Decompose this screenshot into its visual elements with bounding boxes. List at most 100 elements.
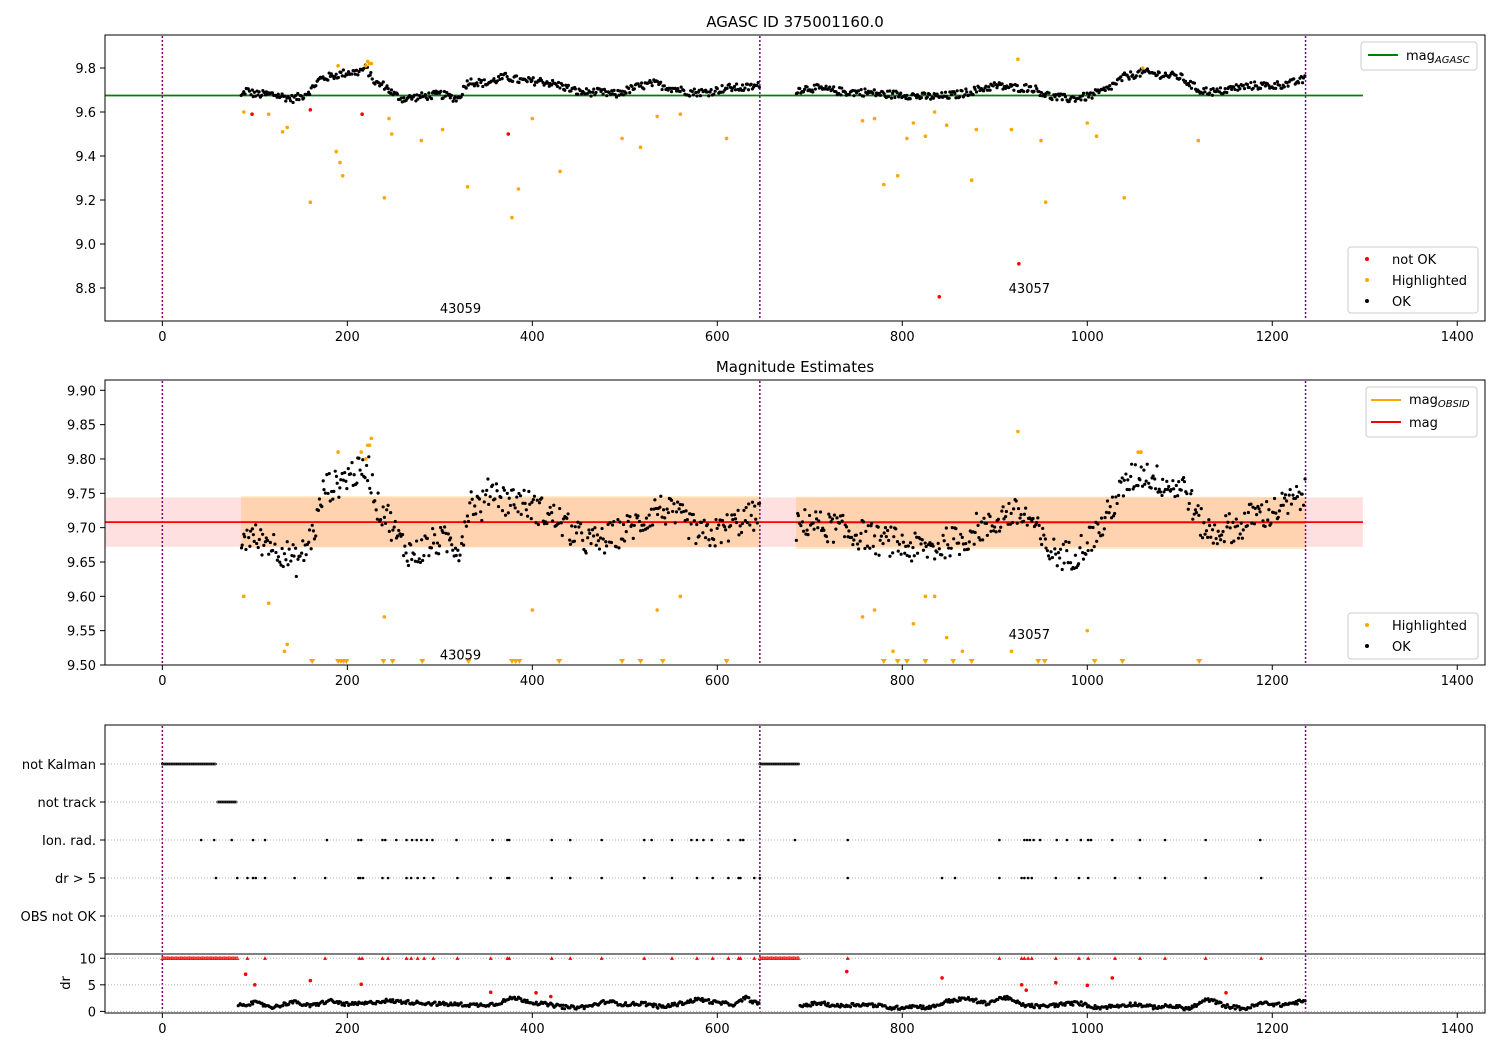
p2-ok-point xyxy=(566,512,570,516)
p2-ok-point xyxy=(1011,507,1016,511)
p2-ok-point xyxy=(672,502,676,506)
p1-ok-point xyxy=(492,77,496,81)
p1-ok-point xyxy=(1087,95,1091,99)
panel-1-axes xyxy=(104,34,1486,322)
p3-flag-point xyxy=(173,762,177,766)
p2-ok-point xyxy=(1081,557,1086,561)
p2-ok-point xyxy=(1204,529,1209,533)
p2-ok-point xyxy=(1109,516,1114,520)
legend-highlighted: Highlighted xyxy=(1392,274,1467,289)
p1-highlighted-point xyxy=(638,145,643,149)
p1-ok-point xyxy=(260,93,264,97)
p3-flag-point xyxy=(550,876,554,880)
p1-highlighted-point xyxy=(1140,66,1145,70)
p2-below-range-marker xyxy=(1119,659,1126,664)
p2-ok-point xyxy=(738,524,742,528)
p3-flag-point xyxy=(775,762,779,766)
p1-ok-point xyxy=(1258,86,1263,90)
p2-ok-point xyxy=(1092,545,1096,549)
p2-ytick-label: 9.90 xyxy=(67,384,96,399)
p3-flag-point xyxy=(224,800,228,804)
p2-ytick-label: 9.70 xyxy=(67,522,96,537)
p1-ok-point xyxy=(816,83,820,87)
p2-ok-point xyxy=(941,533,945,537)
p3-flag-point xyxy=(1025,838,1029,842)
p1-ok-point xyxy=(1174,73,1178,77)
p4-ok-point xyxy=(1003,997,1008,1001)
p2-ok-point xyxy=(574,531,579,535)
p3-flag-point xyxy=(190,762,194,766)
p3-flag-point xyxy=(489,876,492,880)
p3-flag-point xyxy=(737,876,740,880)
p1-highlighted-point xyxy=(1043,200,1048,204)
p1-ok-point xyxy=(442,89,447,94)
p3-flag-point xyxy=(1204,838,1207,842)
p2-ok-point xyxy=(744,505,748,510)
p2-ok-point xyxy=(264,536,268,540)
p1-ok-point xyxy=(1230,87,1234,91)
p1-ok-point xyxy=(940,91,944,95)
p3-flag-point xyxy=(293,876,296,880)
p2-ok-point xyxy=(691,512,695,517)
p2-ok-point xyxy=(807,513,812,518)
p3-flag-point xyxy=(182,762,186,766)
p2-ok-point xyxy=(417,557,421,561)
p2-ok-point xyxy=(515,495,519,499)
p2-ok-point xyxy=(1052,537,1056,541)
p2-ok-point xyxy=(908,541,913,545)
p1-ok-point xyxy=(1073,99,1077,103)
p2-ok-point xyxy=(1186,507,1190,511)
p2-ok-point xyxy=(842,535,847,539)
p2-below-range-marker xyxy=(880,659,887,664)
p1-ok-point xyxy=(931,96,936,100)
p2-ok-point xyxy=(279,563,283,567)
p1-ok-point xyxy=(830,87,834,92)
p1-ok-point xyxy=(399,96,403,100)
p1-ok-point xyxy=(882,92,886,96)
p1-ok-point xyxy=(412,93,416,97)
p3-flag-point xyxy=(163,762,167,766)
p1-ok-point xyxy=(840,86,844,90)
p3-flag-point xyxy=(202,762,206,766)
p2-ok-point xyxy=(403,544,407,548)
p1-ok-point xyxy=(389,91,393,95)
p1-ok-point xyxy=(1297,81,1301,85)
p3-flag-point xyxy=(176,762,180,766)
p4-ok-point xyxy=(1092,1006,1096,1011)
p4-ok-point xyxy=(374,1002,378,1006)
p1-ok-point xyxy=(1103,88,1107,93)
p2-ok-point xyxy=(859,531,863,535)
p2-ok-point xyxy=(755,521,759,525)
p1-ok-point xyxy=(928,92,932,96)
p3-flag-point xyxy=(1163,838,1167,842)
p3-flag-point xyxy=(777,762,781,766)
p2-ok-point xyxy=(344,479,348,483)
p4-ok-point xyxy=(1224,1005,1228,1010)
p2-ok-point xyxy=(261,532,265,536)
p2-ok-point xyxy=(453,546,458,550)
p2-ok-point xyxy=(239,546,244,550)
p2-ok-point xyxy=(1243,511,1247,515)
p1-ok-point xyxy=(1119,75,1123,79)
p1-ok-point xyxy=(611,92,615,96)
p2-ok-point xyxy=(368,486,372,490)
p2-ok-point xyxy=(365,479,370,483)
p2-ok-point xyxy=(947,546,951,550)
p2-below-range-marker xyxy=(950,659,957,664)
p2-ok-point xyxy=(974,511,979,515)
p2-ok-point xyxy=(369,491,373,495)
p3-flag-point xyxy=(199,762,203,766)
p4-red-point xyxy=(1085,983,1090,988)
p2-ok-point xyxy=(1053,547,1057,551)
p2-xtick-label: 200 xyxy=(335,674,360,689)
p2-ok-point xyxy=(989,529,993,533)
p2-highlighted-point xyxy=(1136,450,1140,454)
p2-ok-point xyxy=(966,547,970,551)
p3-flag-point xyxy=(431,838,434,842)
p2-ok-point xyxy=(849,535,854,540)
p1-ok-point xyxy=(425,97,430,102)
p1-ok-point xyxy=(984,84,988,88)
p2-ok-point xyxy=(1232,539,1236,543)
p1-ok-point xyxy=(813,87,817,91)
p3-flag-point xyxy=(1086,838,1090,842)
